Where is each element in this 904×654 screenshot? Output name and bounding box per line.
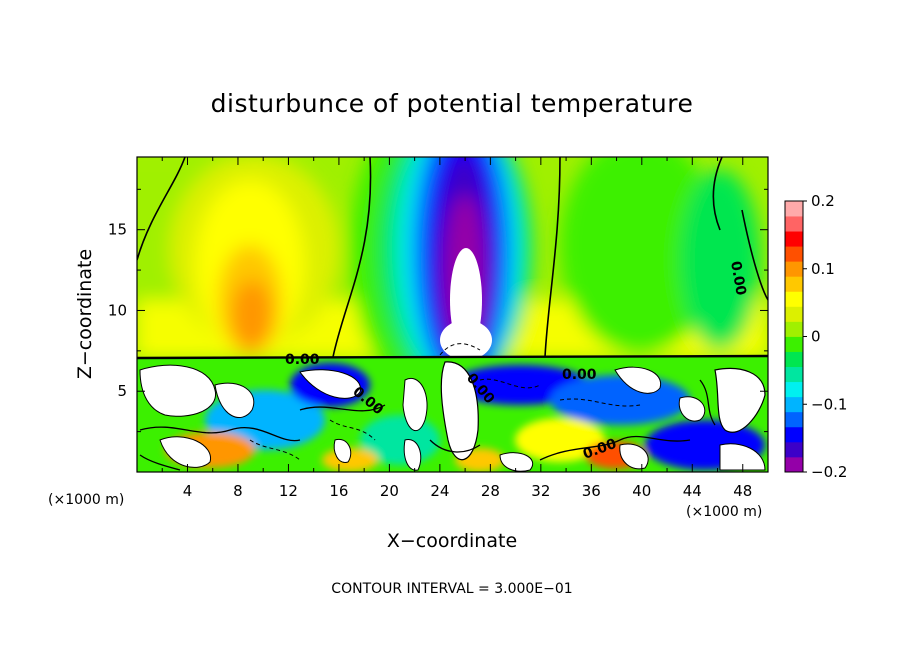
colorbar-tick-label: 0.2 (811, 192, 835, 210)
colorbar (785, 201, 803, 473)
x-tick-label: 36 (582, 482, 601, 500)
colorbar-swatch (785, 246, 803, 262)
x-axis-label: X−coordinate (387, 530, 517, 552)
x-tick-label: 12 (279, 482, 298, 500)
x-tick-label: 20 (380, 482, 399, 500)
colorbar-tick-labels: 0.2 0.1 0 −0.1 −0.2 (803, 192, 847, 481)
colorbar-swatch (785, 231, 803, 247)
tick-marks (137, 157, 768, 472)
colorbar-tick-label: −0.2 (811, 463, 847, 481)
colorbar-tick-label: 0 (811, 328, 821, 346)
chart-title: disturbunce of potential temperature (211, 89, 694, 118)
colorbar-swatch (785, 336, 803, 352)
contour-label: 0.00 (285, 352, 320, 368)
x-tick-label: 40 (632, 482, 651, 500)
plot-frame (136, 156, 769, 473)
colorbar-swatch (785, 201, 803, 217)
x-tick-label: 16 (329, 482, 348, 500)
x-tick-label: 28 (481, 482, 500, 500)
x-unit-label-left: (×1000 m) (48, 492, 124, 508)
colorbar-swatch (785, 396, 803, 413)
colorbar-swatch (785, 216, 803, 232)
colorbar-tick-label: 0.1 (811, 260, 835, 278)
x-tick-label: 4 (183, 482, 193, 500)
contour-label: 0.00 (727, 260, 749, 297)
x-tick-label: 32 (531, 482, 550, 500)
y-tick-label: 10 (108, 301, 127, 319)
x-tick-label: 44 (683, 482, 702, 500)
y-tick-label: 15 (108, 221, 127, 239)
colorbar-swatch (785, 351, 803, 368)
colorbar-swatch (785, 321, 803, 337)
colorbar-tick-label: −0.1 (811, 395, 847, 413)
colorbar-swatch (785, 291, 803, 307)
colorbar-swatch (785, 261, 803, 277)
y-tick-label: 5 (117, 382, 127, 400)
y-axis-label: Z−coordinate (74, 249, 96, 379)
colorbar-swatch (785, 366, 803, 383)
colorbar-swatch (785, 276, 803, 292)
y-tick-labels: 5 10 15 (108, 221, 127, 401)
colorbar-swatch (785, 456, 803, 473)
colorbar-swatch (785, 381, 803, 398)
colorbar-swatch (785, 426, 803, 443)
colorbar-swatch (785, 411, 803, 428)
x-unit-label-right: (×1000 m) (686, 504, 762, 520)
contour-interval-note: CONTOUR INTERVAL = 3.000E−01 (331, 581, 572, 597)
x-tick-label: 48 (733, 482, 752, 500)
x-tick-labels: 4 8 12 16 20 24 28 32 36 40 44 48 (183, 482, 753, 500)
colorbar-swatch (785, 306, 803, 322)
x-tick-label: 24 (430, 482, 449, 500)
contour-label: 0.00 (562, 367, 597, 383)
heatmap-field (136, 157, 769, 472)
x-tick-label: 8 (233, 482, 243, 500)
colorbar-swatch (785, 441, 803, 458)
